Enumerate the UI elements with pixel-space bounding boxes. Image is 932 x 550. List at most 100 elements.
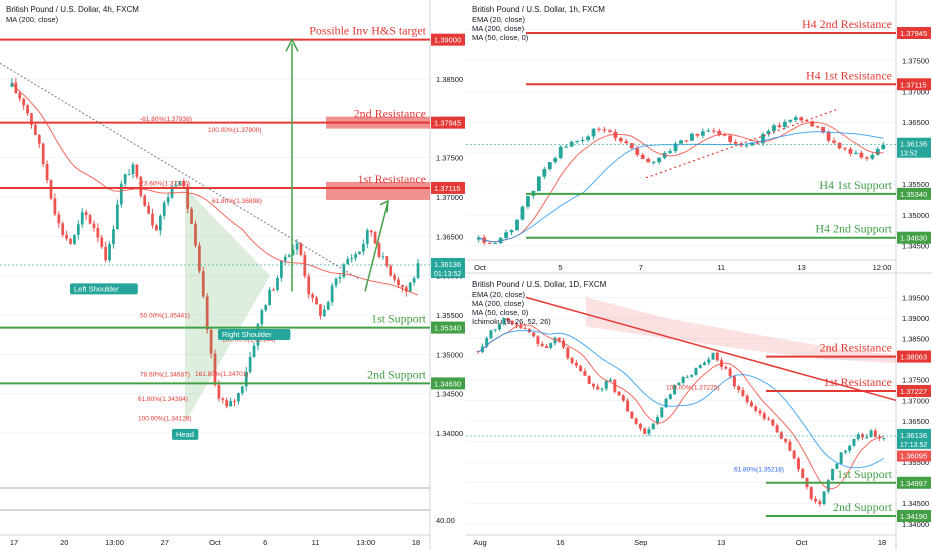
candle-body: [377, 243, 381, 257]
candle-body: [673, 143, 678, 152]
candle-body: [882, 438, 886, 440]
candle-body: [848, 148, 853, 154]
y-tick-label: 1.34500: [902, 242, 929, 251]
candle-body: [826, 132, 831, 141]
candle-body: [553, 158, 558, 163]
candle-body: [186, 186, 190, 209]
x-tick-label: 13: [797, 263, 805, 272]
level-price-tag: [897, 384, 931, 397]
candle-body: [532, 332, 536, 337]
candle-body: [570, 358, 574, 363]
candle-body: [37, 135, 41, 144]
descending-trendline: [525, 296, 897, 402]
candle-body: [295, 243, 299, 250]
candle-body: [544, 346, 548, 348]
candle-body: [657, 157, 662, 163]
candle-body: [381, 256, 385, 258]
candle-body: [711, 130, 716, 132]
neckline: [0, 62, 361, 281]
candle-body: [373, 232, 377, 244]
candle-body: [108, 244, 111, 261]
candle-body: [151, 213, 154, 226]
candle-body: [724, 366, 728, 369]
candle-body: [354, 254, 357, 259]
candle-body: [233, 400, 236, 402]
candle-body: [843, 450, 847, 453]
candle-body: [547, 162, 552, 170]
fib-label: 61.80%(1.34384): [138, 396, 188, 403]
candle-body: [854, 152, 858, 154]
pattern-label: Left Shoulder: [74, 284, 119, 293]
y-tick-label: 1.38500: [436, 75, 463, 84]
level-label: 2nd Support: [367, 367, 427, 381]
x-tick-label: 11: [312, 538, 320, 547]
candle-body: [728, 368, 732, 377]
ma-50-line: [478, 131, 884, 243]
candle-body: [65, 234, 68, 239]
last-price-tag: [897, 428, 931, 449]
projection-arrow: [364, 200, 389, 292]
candle-body: [651, 162, 656, 164]
level-price-tag: [897, 27, 931, 40]
level-price-tag-text: 1.35340: [434, 324, 461, 333]
candle-body: [681, 376, 685, 383]
candle-body: [346, 258, 350, 265]
x-tick-label: 13: [717, 538, 725, 547]
last-price-text: 1.36136: [900, 140, 927, 149]
candle-body: [10, 82, 14, 87]
candle-body: [283, 256, 287, 261]
candle-body: [504, 232, 508, 239]
candle-body: [660, 407, 664, 418]
candle-body: [635, 148, 640, 155]
candle-body: [869, 430, 873, 437]
candle-body: [566, 347, 570, 359]
resistance-zone: [326, 116, 430, 129]
candle-body: [244, 371, 248, 387]
level-price-tag: [897, 187, 931, 200]
osc-label: 40.00: [436, 516, 455, 525]
level-price-tag: [897, 510, 931, 523]
candle-body: [621, 395, 625, 401]
candle-body: [737, 386, 741, 390]
top-right-1h-chart: 1.380001.375001.370001.365001.360001.355…: [466, 0, 932, 275]
candle-body: [155, 225, 158, 231]
level-label: 2nd Resistance: [820, 341, 892, 355]
candle-body: [750, 142, 754, 146]
x-tick-label: 18: [412, 538, 420, 547]
candle-body: [18, 93, 22, 99]
level-price-tag-text: 1.37945: [434, 119, 461, 128]
candle-body: [881, 144, 886, 150]
candle-body: [252, 345, 256, 357]
y-tick-label: 1.36500: [902, 417, 929, 426]
x-tick-label: 20: [60, 538, 68, 547]
y-tick-label: 1.36500: [902, 118, 929, 127]
candle-body: [788, 119, 793, 122]
candle-body: [837, 142, 842, 149]
x-tick-label: Sep: [634, 538, 647, 547]
candle-body: [684, 140, 689, 142]
indicator-label: MA (200, close): [6, 15, 59, 24]
candle-body: [369, 230, 373, 233]
candle-body: [562, 340, 566, 348]
candle-body: [755, 142, 760, 144]
x-tick-label: 13:00: [105, 538, 124, 547]
candle-body: [217, 384, 221, 399]
candle-body: [668, 394, 672, 399]
ema-20-line: [477, 324, 885, 490]
bottom-right-1d-chart: 1.395001.390001.385001.380001.375001.370…: [466, 275, 932, 550]
candle-body: [303, 254, 307, 277]
candle-body: [519, 325, 523, 328]
candle-body: [237, 393, 240, 402]
candle-body: [745, 395, 749, 403]
candle-body: [580, 139, 585, 141]
pattern-label-bg: [218, 329, 291, 341]
candle-body: [629, 143, 634, 149]
candle-body: [767, 418, 771, 420]
candle-body: [618, 138, 623, 142]
candle-body: [45, 163, 49, 181]
candle-body: [92, 223, 96, 229]
candle-body: [651, 423, 655, 430]
candle-body: [624, 141, 629, 144]
candle-body: [523, 327, 527, 329]
